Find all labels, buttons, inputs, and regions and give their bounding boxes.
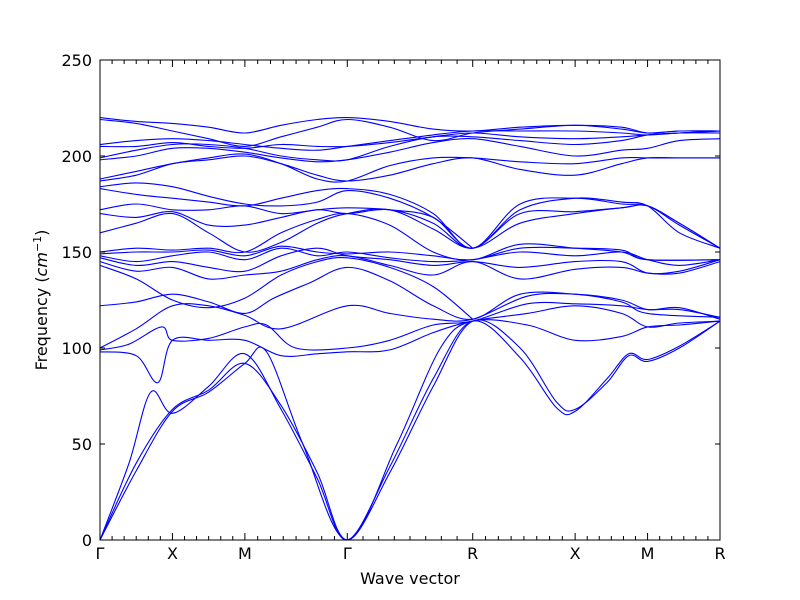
band-line-23	[99, 130, 721, 149]
band-line-16	[99, 197, 721, 249]
x-tick-label: R	[714, 544, 725, 563]
x-tick-label: X	[570, 544, 581, 563]
band-line-18	[99, 182, 474, 249]
band-line-21	[99, 138, 721, 163]
band-line-25	[99, 118, 721, 147]
x-tick-label: X	[167, 544, 178, 563]
band-line-20	[99, 153, 720, 183]
band-line-26	[99, 116, 721, 134]
band-line-4	[99, 305, 721, 384]
band-line-10	[99, 247, 721, 275]
y-axis-label-unit: cm	[32, 252, 51, 276]
y-tick-label: 200	[61, 147, 92, 166]
x-tick-label: M	[238, 544, 252, 563]
x-axis-label: Wave vector	[360, 569, 460, 588]
band-line-2	[99, 320, 721, 541]
x-tick-label: R	[467, 544, 478, 563]
band-line-13	[99, 212, 721, 261]
band-line-22	[99, 132, 721, 162]
band-line-9	[99, 255, 721, 280]
plot-frame	[99, 59, 721, 541]
band-line-7	[99, 266, 721, 320]
y-axis-label: Frequency (cm−1)	[31, 230, 51, 371]
band-line-24	[99, 130, 721, 151]
y-tick-label: 0	[82, 531, 92, 550]
y-tick-label: 50	[72, 435, 92, 454]
band-line-19	[99, 155, 720, 182]
band-line-6	[99, 292, 721, 349]
y-axis-label-close: )	[32, 230, 51, 236]
y-tick-label: 150	[61, 243, 92, 262]
band-line-17	[99, 187, 721, 249]
x-tick-label: Γ	[343, 544, 352, 563]
y-axis-label-exponent: −1	[31, 236, 44, 252]
y-tick-label: 100	[61, 339, 92, 358]
band-line-1	[99, 319, 721, 541]
x-tick-label: M	[641, 544, 655, 563]
axis-ticks	[99, 59, 721, 541]
band-lines	[99, 116, 721, 541]
x-tick-label: Γ	[96, 544, 105, 563]
band-line-5	[99, 301, 721, 351]
band-line-3	[99, 319, 721, 541]
y-axis-label-main: Frequency (	[32, 276, 51, 370]
band-line-8	[99, 257, 474, 320]
y-tick-labels: 0 50 100 150 200 250	[61, 51, 92, 550]
band-line-12	[99, 245, 721, 261]
y-tick-label: 250	[61, 51, 92, 70]
